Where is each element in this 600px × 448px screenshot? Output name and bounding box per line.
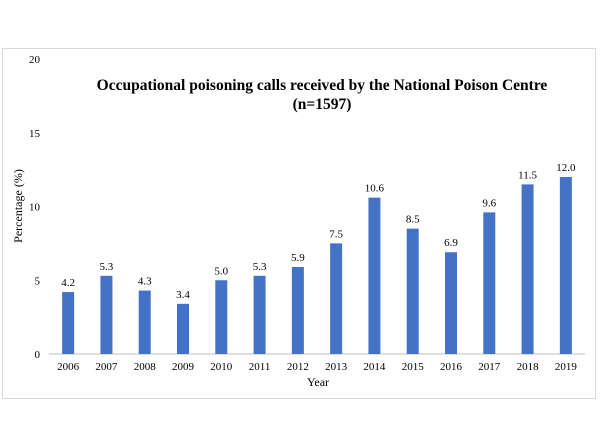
data-label: 12.0	[556, 162, 576, 174]
x-tick-label: 2012	[287, 361, 309, 373]
data-label: 4.2	[61, 277, 75, 289]
x-tick-labels: 2006 2007 2008 2009 2010 2011 2012 2013 2014 2015…	[57, 361, 577, 373]
x-tick-label: 2016	[440, 361, 463, 373]
chart-subtitle: (n=1597)	[293, 96, 352, 113]
x-tick-label: 2015	[402, 361, 425, 373]
data-label: 5.0	[214, 265, 228, 277]
x-tick-label: 2013	[325, 361, 348, 373]
data-labels: 4.2 5.3 4.3 3.4 5.0 5.3 5.9 7.5 10.6 8.5 6.9 9.6 11.…	[61, 162, 576, 301]
x-tick-label: 2017	[478, 361, 501, 373]
y-tick-label: 5	[35, 275, 41, 287]
bar	[253, 275, 266, 354]
x-tick-label: 2008	[134, 361, 157, 373]
data-label: 11.5	[518, 169, 537, 181]
bar	[62, 292, 75, 354]
bar	[215, 280, 228, 354]
data-label: 8.5	[406, 214, 420, 226]
x-axis-label: Year	[307, 375, 329, 389]
x-tick-label: 2011	[249, 361, 271, 373]
x-tick-label: 2009	[172, 361, 195, 373]
x-tick-label: 2014	[363, 361, 386, 373]
bars	[62, 177, 572, 354]
bar	[368, 197, 381, 354]
x-tick-label: 2018	[517, 361, 540, 373]
y-axis-label: Percentage (%)	[11, 169, 25, 243]
bar	[559, 177, 572, 354]
data-label: 4.3	[138, 276, 152, 288]
x-tick-label: 2010	[210, 361, 233, 373]
data-label: 7.5	[329, 228, 343, 240]
chart-title: Occupational poisoning calls received by…	[97, 77, 548, 94]
bar	[483, 212, 496, 354]
data-label: 6.9	[444, 237, 458, 249]
x-tick-label: 2006	[57, 361, 80, 373]
y-tick-labels: 0 5 10 15 20	[29, 54, 41, 361]
bar	[521, 184, 534, 354]
data-label: 5.9	[291, 252, 305, 264]
bar	[100, 275, 113, 354]
y-tick-label: 0	[35, 349, 41, 361]
bar	[406, 228, 419, 354]
chart-frame	[2, 48, 596, 399]
bar	[291, 266, 304, 354]
bar	[445, 252, 457, 354]
y-tick-label: 15	[29, 128, 41, 140]
y-tick-label: 20	[29, 54, 41, 66]
bar	[138, 290, 151, 354]
x-tick-label: 2007	[95, 361, 118, 373]
x-tick-label: 2019	[555, 361, 578, 373]
data-label: 9.6	[482, 197, 496, 209]
bar	[330, 243, 343, 354]
y-tick-label: 10	[29, 202, 41, 214]
bar	[177, 303, 189, 354]
data-label: 3.4	[176, 289, 190, 301]
data-label: 10.6	[365, 183, 385, 195]
data-label: 5.3	[253, 261, 267, 273]
data-label: 5.3	[100, 261, 114, 273]
